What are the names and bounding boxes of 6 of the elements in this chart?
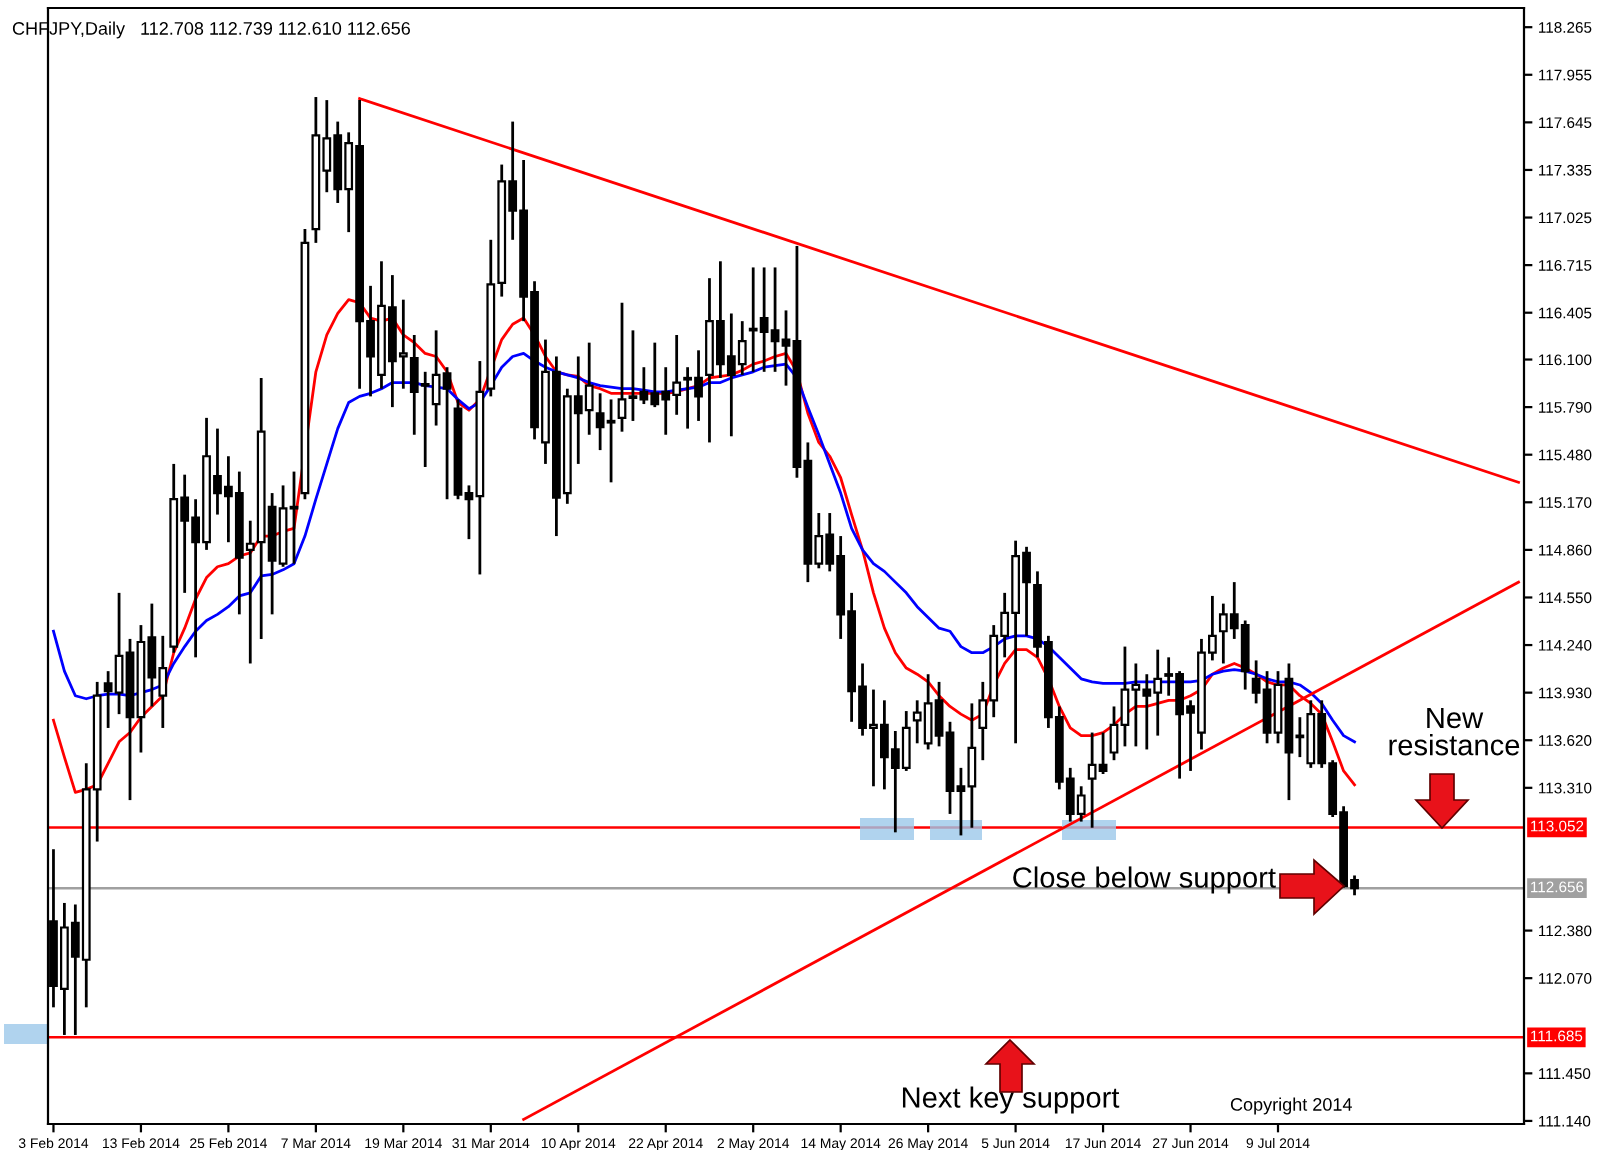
annotation: New resistance (1389, 707, 1520, 756)
line-series (52, 352, 1356, 744)
text: 112.708 112.739 112.610 112.656 (141, 22, 410, 35)
annotation: Close below support (1013, 866, 1276, 894)
annotation: Next key support (902, 1086, 1120, 1114)
annotation: Copyright 2014 (1230, 1097, 1352, 1115)
